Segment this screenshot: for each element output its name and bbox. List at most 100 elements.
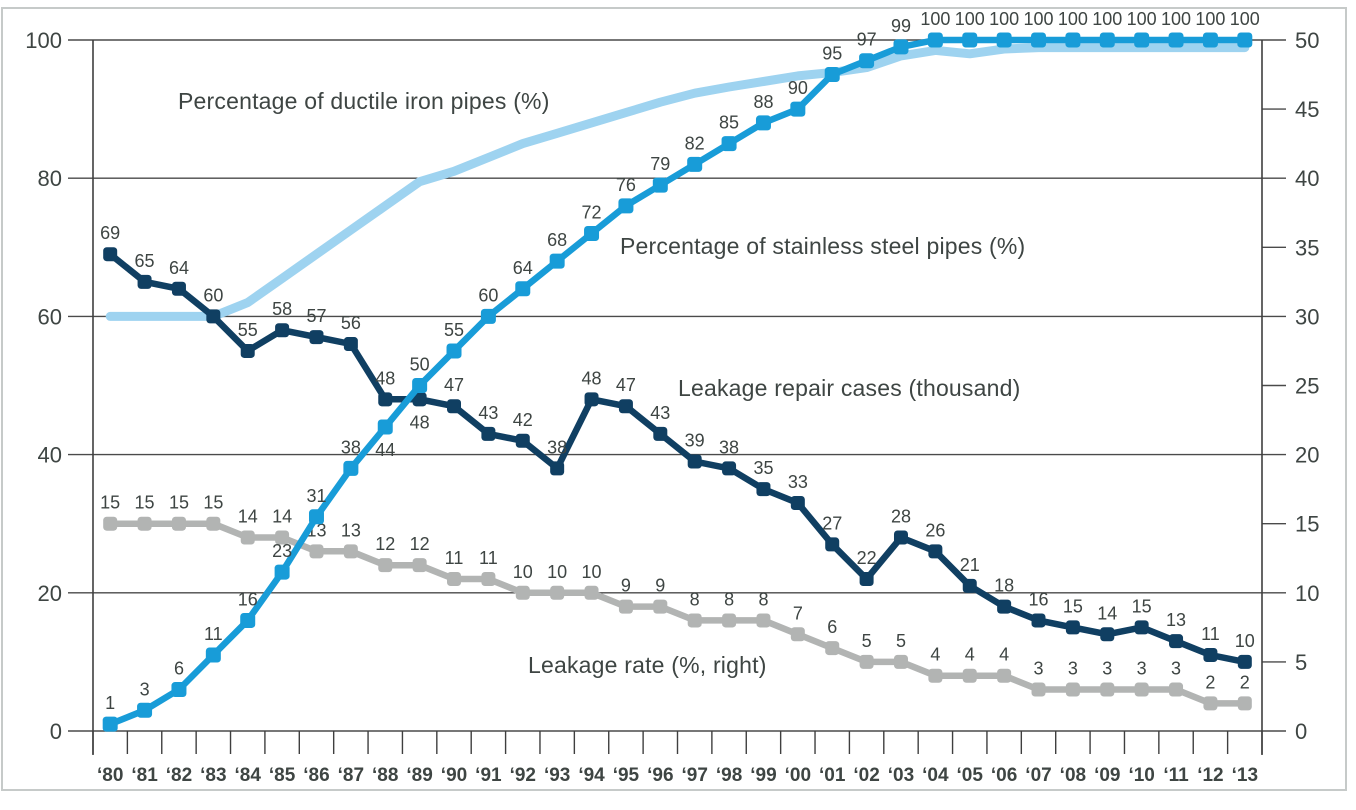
left-axis-tick-labels: 0 20 40 60 80 100 [25, 28, 62, 744]
series-leakage-rate-marker [1100, 682, 1115, 697]
series-repair-cases-value-label: 65 [135, 251, 155, 271]
series-leakage-rate-marker [447, 571, 462, 586]
series-leakage-rate-value-label: 2 [1205, 672, 1215, 692]
series-stainless-steel-value-label: 55 [444, 320, 464, 340]
series-repair-cases-value-label: 14 [1097, 603, 1117, 623]
series-stainless-steel-marker [137, 702, 153, 718]
series-repair-cases-value-label: 39 [685, 431, 705, 451]
series-stainless-steel-value-label: 97 [857, 30, 877, 50]
series-repair-cases-marker [240, 343, 255, 358]
series-repair-cases-marker [309, 330, 324, 345]
series-repair-cases-marker [550, 461, 565, 476]
series-leakage-rate-value-label: 3 [1068, 659, 1078, 679]
x-axis-labels: ‘80 ‘81 ‘82 ‘83 ‘84 ‘85 ‘86 ‘87 ‘88 ‘89 ‘90 ‘91 ‘92 ‘… [97, 765, 1258, 786]
series-stainless-steel-value-label: 100 [1023, 9, 1053, 29]
series-leakage-rate-value-label: 14 [272, 507, 292, 527]
x-axis-year-label: ‘12 [1197, 765, 1223, 786]
series-leakage-rate-value-label: 15 [203, 493, 223, 513]
series-repair-cases-value-label: 13 [1166, 610, 1186, 630]
series-repair-cases-value-label: 38 [719, 437, 739, 457]
series-repair-cases-marker [584, 392, 599, 407]
series-repair-cases-value-label: 47 [616, 375, 636, 395]
series-repair-cases-value-label: 58 [272, 299, 292, 319]
series-leakage-rate-marker [103, 516, 118, 531]
series-leakage-rate-marker [1134, 682, 1149, 697]
series-repair-cases-value-label: 35 [753, 458, 773, 478]
series-leakage-rate-marker [206, 516, 221, 531]
series-stainless-steel-value-label: 100 [920, 9, 950, 29]
x-axis-year-label: ‘81 [131, 765, 158, 786]
series-leakage-rate-marker [653, 599, 668, 614]
right-axis-tick-label: 15 [1295, 512, 1319, 537]
series-leakage-rate-value-label: 2 [1240, 672, 1250, 692]
series-repair-cases-value-label: 15 [1063, 596, 1083, 616]
series-leakage-rate-value-label: 13 [341, 520, 361, 540]
series-leakage-rate-marker [928, 668, 943, 683]
series-stainless-steel-value-label: 79 [650, 154, 670, 174]
x-axis-year-label: ‘00 [785, 765, 811, 786]
series-leakage-rate-value-label: 14 [238, 507, 258, 527]
series-stainless-steel-value-label: 76 [616, 175, 636, 195]
series-leakage-rate-value-label: 3 [1137, 659, 1147, 679]
series-stainless-steel-marker [102, 716, 118, 732]
series-stainless-steel-marker [893, 39, 909, 55]
series-stainless-steel-line [106, 36, 1249, 728]
series-leakage-rate-marker [687, 613, 702, 628]
series-leakage-rate-marker [722, 613, 737, 628]
series-repair-cases-marker [1065, 620, 1080, 635]
series-stainless-steel-value-label: 50 [410, 355, 430, 375]
series-stainless-steel-marker [274, 564, 290, 580]
x-tick-marks [92, 731, 1263, 754]
series-repair-cases-marker [653, 426, 668, 441]
x-axis-year-label: ‘96 [647, 765, 673, 786]
x-axis-year-label: ‘87 [338, 765, 364, 786]
series-repair-cases-value-label: 47 [444, 375, 464, 395]
series-label-leakage-rate: Leakage rate (%, right) [528, 652, 767, 678]
series-stainless-steel-value-label: 100 [1058, 9, 1088, 29]
series-repair-cases-value-label: 56 [341, 313, 361, 333]
series-stainless-steel-value-label: 68 [547, 230, 567, 250]
series-stainless-steel-marker [171, 682, 187, 698]
series-repair-cases-value-label: 33 [788, 472, 808, 492]
series-stainless-steel-marker [962, 32, 978, 48]
series-leakage-rate-marker [962, 668, 977, 683]
series-leakage-rate-value-label: 15 [100, 493, 120, 513]
series-stainless-steel-value-label: 90 [788, 78, 808, 98]
series-leakage-rate-value-label: 15 [135, 493, 155, 513]
series-stainless-steel-marker [377, 419, 393, 435]
series-leakage-rate-marker [309, 544, 324, 559]
series-repair-cases-value-label: 18 [994, 576, 1014, 596]
series-stainless-steel-marker [205, 647, 221, 663]
series-repair-cases-marker [1237, 654, 1252, 669]
series-stainless-steel-marker [1065, 32, 1081, 48]
x-axis-year-label: ‘10 [1128, 765, 1154, 786]
series-stainless-steel-marker [1168, 32, 1184, 48]
series-stainless-steel-value-label: 3 [140, 679, 150, 699]
series-stainless-steel-marker [652, 177, 668, 193]
series-stainless-steel-marker [859, 53, 875, 69]
series-leakage-rate-value-label: 9 [621, 576, 631, 596]
left-axis-tick-label: 40 [38, 443, 62, 468]
series-leakage-rate-marker [997, 668, 1012, 683]
series-stainless-steel-value-label: 16 [238, 589, 258, 609]
x-axis-year-label: ‘01 [819, 765, 846, 786]
series-stainless-steel-value-label: 31 [306, 486, 326, 506]
series-repair-cases-value-label: 28 [891, 507, 911, 527]
series-label-stainless-steel: Percentage of stainless steel pipes (%) [620, 233, 1026, 259]
series-leakage-rate-marker [343, 544, 358, 559]
series-repair-cases-value-label: 27 [822, 513, 842, 533]
series-leakage-rate-marker [515, 585, 530, 600]
series-repair-cases-marker [137, 274, 152, 289]
series-leakage-rate-marker [756, 613, 771, 628]
series-leakage-rate-value-label: 15 [169, 493, 189, 513]
series-stainless-steel-value-label: 100 [955, 9, 985, 29]
series-stainless-steel-marker [790, 101, 806, 117]
series-repair-cases-marker [928, 544, 943, 559]
series-leakage-rate-marker [240, 530, 255, 545]
series-stainless-steel-value-label: 11 [204, 624, 223, 644]
left-axis-tick-label: 100 [25, 28, 62, 53]
series-leakage-rate-value-label: 10 [513, 562, 533, 582]
series-leakage-rate-marker [1203, 696, 1218, 711]
